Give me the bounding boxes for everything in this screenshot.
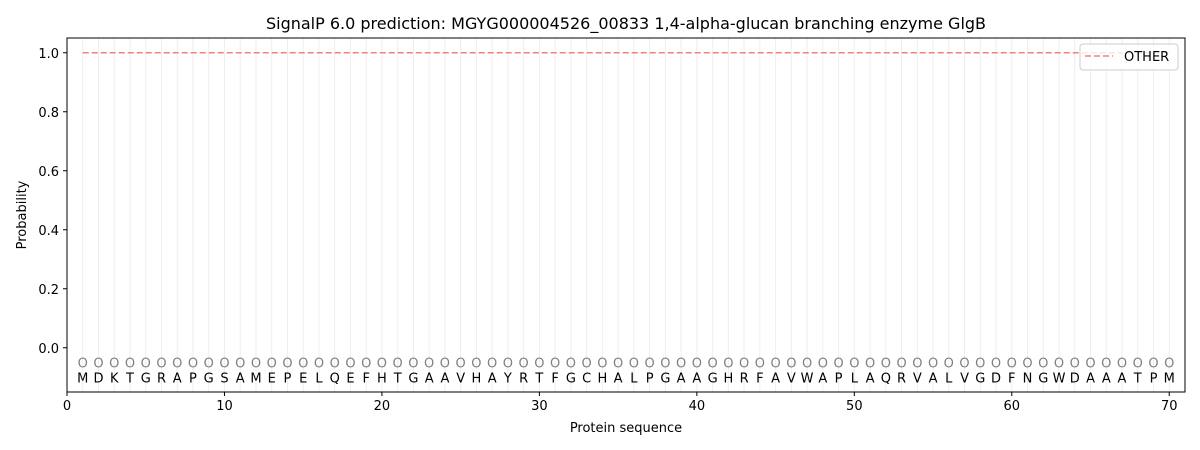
residue-state-label: O <box>534 357 544 372</box>
legend-box <box>1079 43 1179 71</box>
residue-state-label: O <box>377 357 387 372</box>
x-tick-label: 20 <box>374 399 391 414</box>
residue-state-label: O <box>896 357 906 372</box>
residue-state-label: O <box>408 357 418 372</box>
x-axis-ticks: 0 10 20 30 40 50 60 70 <box>63 392 1178 414</box>
residue-state-label: O <box>707 357 717 372</box>
residue-state-label: O <box>298 357 308 372</box>
residue-state-label: O <box>1007 357 1017 372</box>
residue-state-label: O <box>1133 357 1143 372</box>
residue-state-label: O <box>1038 357 1048 372</box>
residue-state-label: O <box>582 357 592 372</box>
residue-state-label: O <box>692 357 702 372</box>
residue-state-label: O <box>188 357 198 372</box>
residue-state-label: O <box>786 357 796 372</box>
residue-state-label: O <box>267 357 277 372</box>
residue-state-label: O <box>93 357 103 372</box>
residue-state-label: O <box>1022 357 1032 372</box>
residue-state-label: O <box>141 357 151 372</box>
residue-state-label: O <box>204 357 214 372</box>
x-tick-label: 70 <box>1161 399 1178 414</box>
x-tick-label: 10 <box>216 399 233 414</box>
residue-state-label: O <box>770 357 780 372</box>
residue-state-label: O <box>597 357 607 372</box>
residue-state-label: O <box>456 357 466 372</box>
protein-sequence: MDKTGRAPGSAMEPELQEFHTGAAVHAYRTFGCHALPGAA… <box>77 371 1175 386</box>
residue-state-label: O <box>109 357 119 372</box>
residue-state-label: O <box>1148 357 1158 372</box>
x-tick-label: 60 <box>1004 399 1021 414</box>
residue-state-label: O <box>566 357 576 372</box>
residue-state-label: O <box>991 357 1001 372</box>
residue-state-label: O <box>739 357 749 372</box>
x-tick-label: 30 <box>531 399 548 414</box>
residue-state-label: O <box>833 357 843 372</box>
x-axis-label: Protein sequence <box>570 421 682 436</box>
residue-state-label: O <box>944 357 954 372</box>
residue-state-label: O <box>282 357 292 372</box>
residue-state-label: O <box>1085 357 1095 372</box>
residue-state-label: O <box>314 357 324 372</box>
residue-state-label: O <box>78 357 88 372</box>
residue-state-label: O <box>865 357 875 372</box>
residue-state-label: O <box>393 357 403 372</box>
residue-state-label: O <box>723 357 733 372</box>
plot-frame <box>66 37 1186 393</box>
chart-title: SignalP 6.0 prediction: MGYG000004526_00… <box>266 14 986 34</box>
residue-state-label: O <box>912 357 922 372</box>
residue-state-label: O <box>629 357 639 372</box>
legend-label-other: OTHER <box>1124 50 1169 65</box>
residue-state-label: O <box>345 357 355 372</box>
residue-state-label: O <box>676 357 686 372</box>
residue-state-label: O <box>975 357 985 372</box>
y-tick-label: 0.8 <box>38 106 59 121</box>
residue-state-label: O <box>361 357 371 372</box>
y-axis-ticks: 0.0 0.2 0.4 0.6 0.8 1.0 <box>38 47 67 357</box>
residue-state-label: O <box>818 357 828 372</box>
y-tick-label: 0.0 <box>38 342 59 357</box>
residue-state-label: O <box>849 357 859 372</box>
x-tick-label: 0 <box>63 399 71 414</box>
y-tick-label: 0.2 <box>38 283 59 298</box>
residue-state-label: O <box>959 357 969 372</box>
residue-state-label: O <box>219 357 229 372</box>
residue-state-label: O <box>519 357 529 372</box>
residue-state-label: O <box>424 357 434 372</box>
residue-state-label: O <box>1054 357 1064 372</box>
residue-state-label: O <box>235 357 245 372</box>
residue-state-label: O <box>440 357 450 372</box>
grid-lines <box>82 38 1170 392</box>
residue-state-label: O <box>802 357 812 372</box>
x-tick-label: 40 <box>689 399 706 414</box>
residue-state-label: O <box>1117 357 1127 372</box>
residue-state-label: O <box>156 357 166 372</box>
residue-state-label: O <box>660 357 670 372</box>
residue-state-label: O <box>1070 357 1080 372</box>
residue-state-label: O <box>330 357 340 372</box>
residue-state-label: O <box>503 357 513 372</box>
x-tick-label: 50 <box>846 399 863 414</box>
residue-state-label: O <box>1101 357 1111 372</box>
residue-state-label: O <box>172 357 182 372</box>
residue-state-label: O <box>755 357 765 372</box>
residue-state-label: O <box>645 357 655 372</box>
y-axis-label: Probability <box>15 180 30 249</box>
residue-state-label: O <box>251 357 261 372</box>
y-tick-label: 0.6 <box>38 165 59 180</box>
residue-state-label: O <box>613 357 623 372</box>
residue-state-label: O <box>1164 357 1174 372</box>
residue-state-label: O <box>471 357 481 372</box>
residue-state-label: O <box>928 357 938 372</box>
legend: OTHER <box>1079 43 1179 71</box>
residue-state-label: O <box>550 357 560 372</box>
residue-state-label: O <box>881 357 891 372</box>
y-tick-label: 0.4 <box>38 224 59 239</box>
residue-state-label: O <box>487 357 497 372</box>
y-tick-label: 1.0 <box>38 47 59 62</box>
residue-state-label: O <box>125 357 135 372</box>
